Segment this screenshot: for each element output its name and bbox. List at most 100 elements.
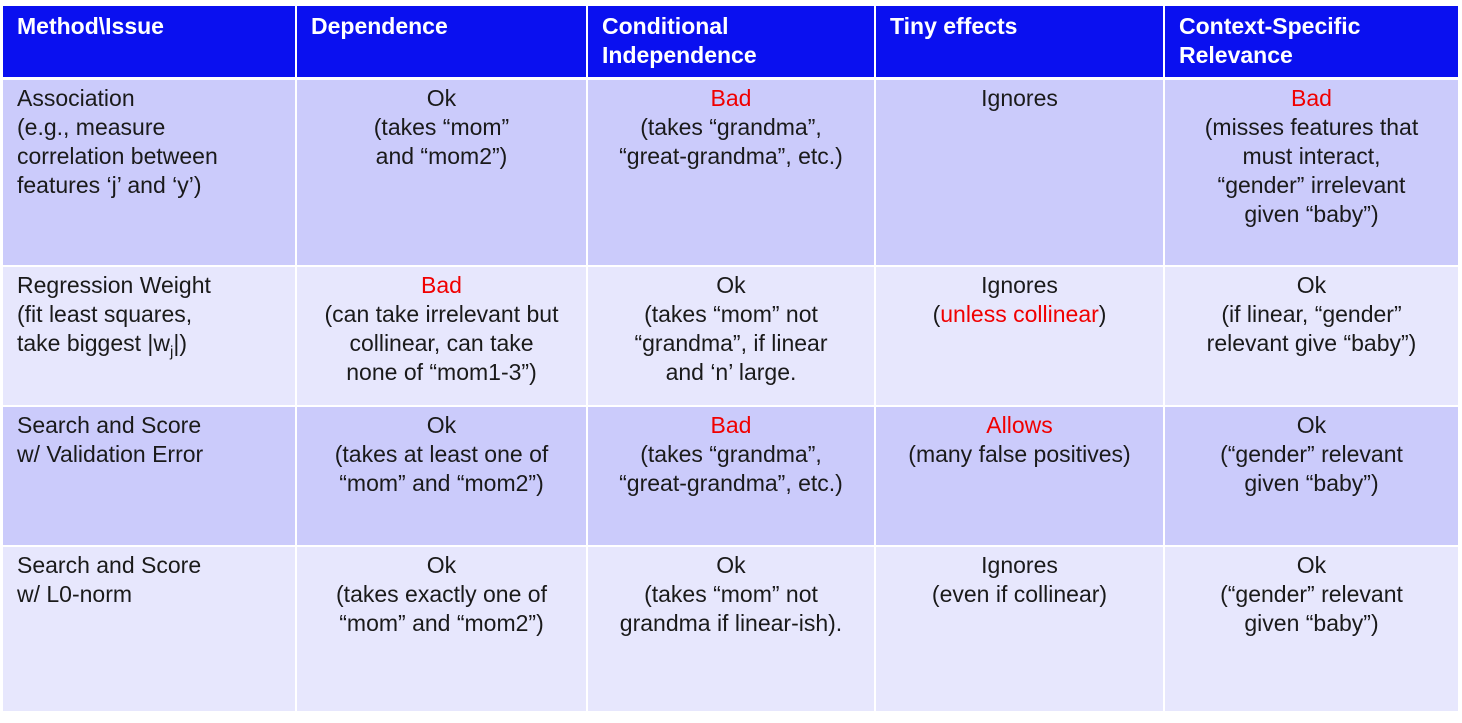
dependence-cell: Ok (takes exactly one of “mom” and “mom2…	[296, 545, 588, 713]
header-dependence: Dependence	[296, 6, 588, 80]
detail-line: (takes “grandma”,	[640, 440, 822, 467]
tiny-effects-cell: Ignores (unless collinear)	[875, 265, 1165, 407]
detail-line: “mom” and “mom2”)	[339, 469, 544, 496]
feature-selection-comparison-table: Method\Issue Dependence Conditional Inde…	[3, 6, 1458, 713]
table-row-association: Association (e.g., measure correlation b…	[3, 78, 1458, 267]
verdict-bad: Bad	[710, 85, 752, 111]
method-line: w/ Validation Error	[17, 440, 204, 467]
context-relevance-cell: Ok (“gender” relevant given “baby”)	[1164, 405, 1458, 547]
verdict-bad: Bad	[421, 271, 462, 298]
dependence-cell: Bad (can take irrelevant but collinear, …	[296, 265, 588, 407]
header-context-specific-relevance: Context-Specific Relevance	[1164, 6, 1458, 80]
header-label: Dependence	[311, 13, 448, 39]
verdict-ignores: Ignores	[981, 271, 1058, 298]
context-relevance-cell: Ok (if linear, “gender” relevant give “b…	[1164, 265, 1458, 407]
detail-line: (takes at least one of	[334, 440, 549, 467]
detail-line: (“gender” relevant	[1220, 580, 1403, 607]
detail-line: grandma if linear-ish).	[619, 609, 843, 636]
conditional-independence-cell: Bad (takes “grandma”, “great-grandma”, e…	[587, 78, 876, 267]
paren-close: )	[1098, 300, 1107, 327]
detail-line: (takes exactly one of	[336, 580, 547, 607]
header-label-line1: Conditional	[602, 13, 729, 39]
verdict-bad: Bad	[710, 411, 752, 438]
dependence-cell: Ok (takes “mom” and “mom2”)	[296, 78, 588, 267]
method-line: correlation between	[17, 143, 218, 169]
header-label-line2: Relevance	[1179, 42, 1293, 68]
header-row: Method\Issue Dependence Conditional Inde…	[3, 6, 1458, 80]
conditional-independence-cell: Bad (takes “grandma”, “great-grandma”, e…	[587, 405, 876, 547]
detail-line: relevant give “baby”)	[1206, 329, 1417, 356]
detail-line: (many false positives)	[908, 440, 1131, 467]
method-line: (e.g., measure	[17, 114, 166, 140]
detail-line: “great-grandma”, etc.)	[619, 469, 843, 496]
tiny-effects-cell: Allows (many false positives)	[875, 405, 1165, 547]
verdict-ok: Ok	[1296, 411, 1327, 438]
header-label-line1: Context-Specific	[1179, 13, 1361, 39]
detail-line: (takes “mom” not	[644, 580, 818, 607]
verdict-allows: Allows	[986, 411, 1053, 438]
verdict-ok: Ok	[716, 271, 746, 298]
detail-line: given “baby”)	[1244, 201, 1379, 227]
method-text: take biggest |w	[17, 329, 171, 356]
method-line: Search and Score	[17, 411, 202, 438]
detail-line: “great-grandma”, etc.)	[619, 143, 843, 169]
detail-line: (misses features that	[1204, 114, 1419, 140]
top-strip	[0, 0, 1462, 6]
verdict-ignores: Ignores	[981, 551, 1058, 578]
method-line: w/ L0-norm	[17, 580, 133, 607]
method-cell: Search and Score w/ Validation Error	[3, 405, 297, 547]
verdict-ignores: Ignores	[981, 85, 1058, 111]
detail-line: must interact,	[1242, 143, 1381, 169]
verdict-ok: Ok	[1296, 551, 1327, 578]
dependence-cell: Ok (takes at least one of “mom” and “mom…	[296, 405, 588, 547]
detail-line: (“gender” relevant	[1220, 440, 1403, 467]
method-cell: Search and Score w/ L0-norm	[3, 545, 297, 713]
method-line: Association	[17, 85, 135, 111]
header-method-issue: Method\Issue	[3, 6, 297, 80]
detail-line: (can take irrelevant but	[324, 300, 559, 327]
table-row-search-score-l0: Search and Score w/ L0-norm Ok (takes ex…	[3, 545, 1458, 713]
detail-line: (even if collinear)	[931, 580, 1108, 607]
detail-line: (if linear, “gender”	[1221, 300, 1402, 327]
context-relevance-cell: Bad (misses features that must interact,…	[1164, 78, 1458, 267]
detail-line: (takes “grandma”,	[640, 114, 822, 140]
method-line-with-subscript: take biggest |wj|)	[17, 329, 285, 361]
subscript-j: j	[170, 343, 174, 361]
conditional-independence-cell: Ok (takes “mom” not “grandma”, if linear…	[587, 265, 876, 407]
detail-line: “gender” irrelevant	[1217, 172, 1406, 198]
header-tiny-effects: Tiny effects	[875, 6, 1165, 80]
conditional-independence-cell: Ok (takes “mom” not grandma if linear-is…	[587, 545, 876, 713]
verdict-ok: Ok	[426, 411, 457, 438]
paren-open: (	[932, 300, 941, 327]
table-row-search-score-validation: Search and Score w/ Validation Error Ok …	[3, 405, 1458, 547]
method-line: Search and Score	[17, 551, 202, 578]
detail-line-mixed: (unless collinear)	[886, 300, 1153, 329]
header-label-line2: Independence	[602, 42, 757, 68]
detail-line: and “mom2”)	[375, 143, 508, 169]
verdict-ok: Ok	[426, 85, 457, 111]
method-line: (fit least squares,	[17, 300, 193, 327]
detail-line: and ‘n’ large.	[665, 358, 797, 385]
method-line: Regression Weight	[17, 271, 211, 298]
detail-line: none of “mom1-3”)	[346, 358, 537, 385]
detail-line: (takes “mom” not	[644, 300, 818, 327]
unless-collinear-text: unless collinear	[940, 300, 1099, 327]
header-label: Tiny effects	[890, 13, 1018, 39]
detail-line: collinear, can take	[349, 329, 534, 356]
tiny-effects-cell: Ignores	[875, 78, 1165, 267]
table-row-regression-weight: Regression Weight (fit least squares, ta…	[3, 265, 1458, 407]
verdict-ok: Ok	[426, 551, 457, 578]
method-line: features ‘j’ and ‘y’)	[17, 172, 202, 198]
method-cell: Association (e.g., measure correlation b…	[3, 78, 297, 267]
detail-line: “mom” and “mom2”)	[339, 609, 544, 636]
verdict-bad: Bad	[1291, 85, 1332, 111]
detail-line: (takes “mom”	[373, 114, 510, 140]
context-relevance-cell: Ok (“gender” relevant given “baby”)	[1164, 545, 1458, 713]
verdict-ok: Ok	[716, 551, 746, 578]
method-text: |)	[173, 329, 187, 356]
header-label: Method\Issue	[17, 13, 164, 39]
method-cell: Regression Weight (fit least squares, ta…	[3, 265, 297, 407]
header-conditional-independence: Conditional Independence	[587, 6, 876, 80]
detail-line: given “baby”)	[1244, 609, 1379, 636]
